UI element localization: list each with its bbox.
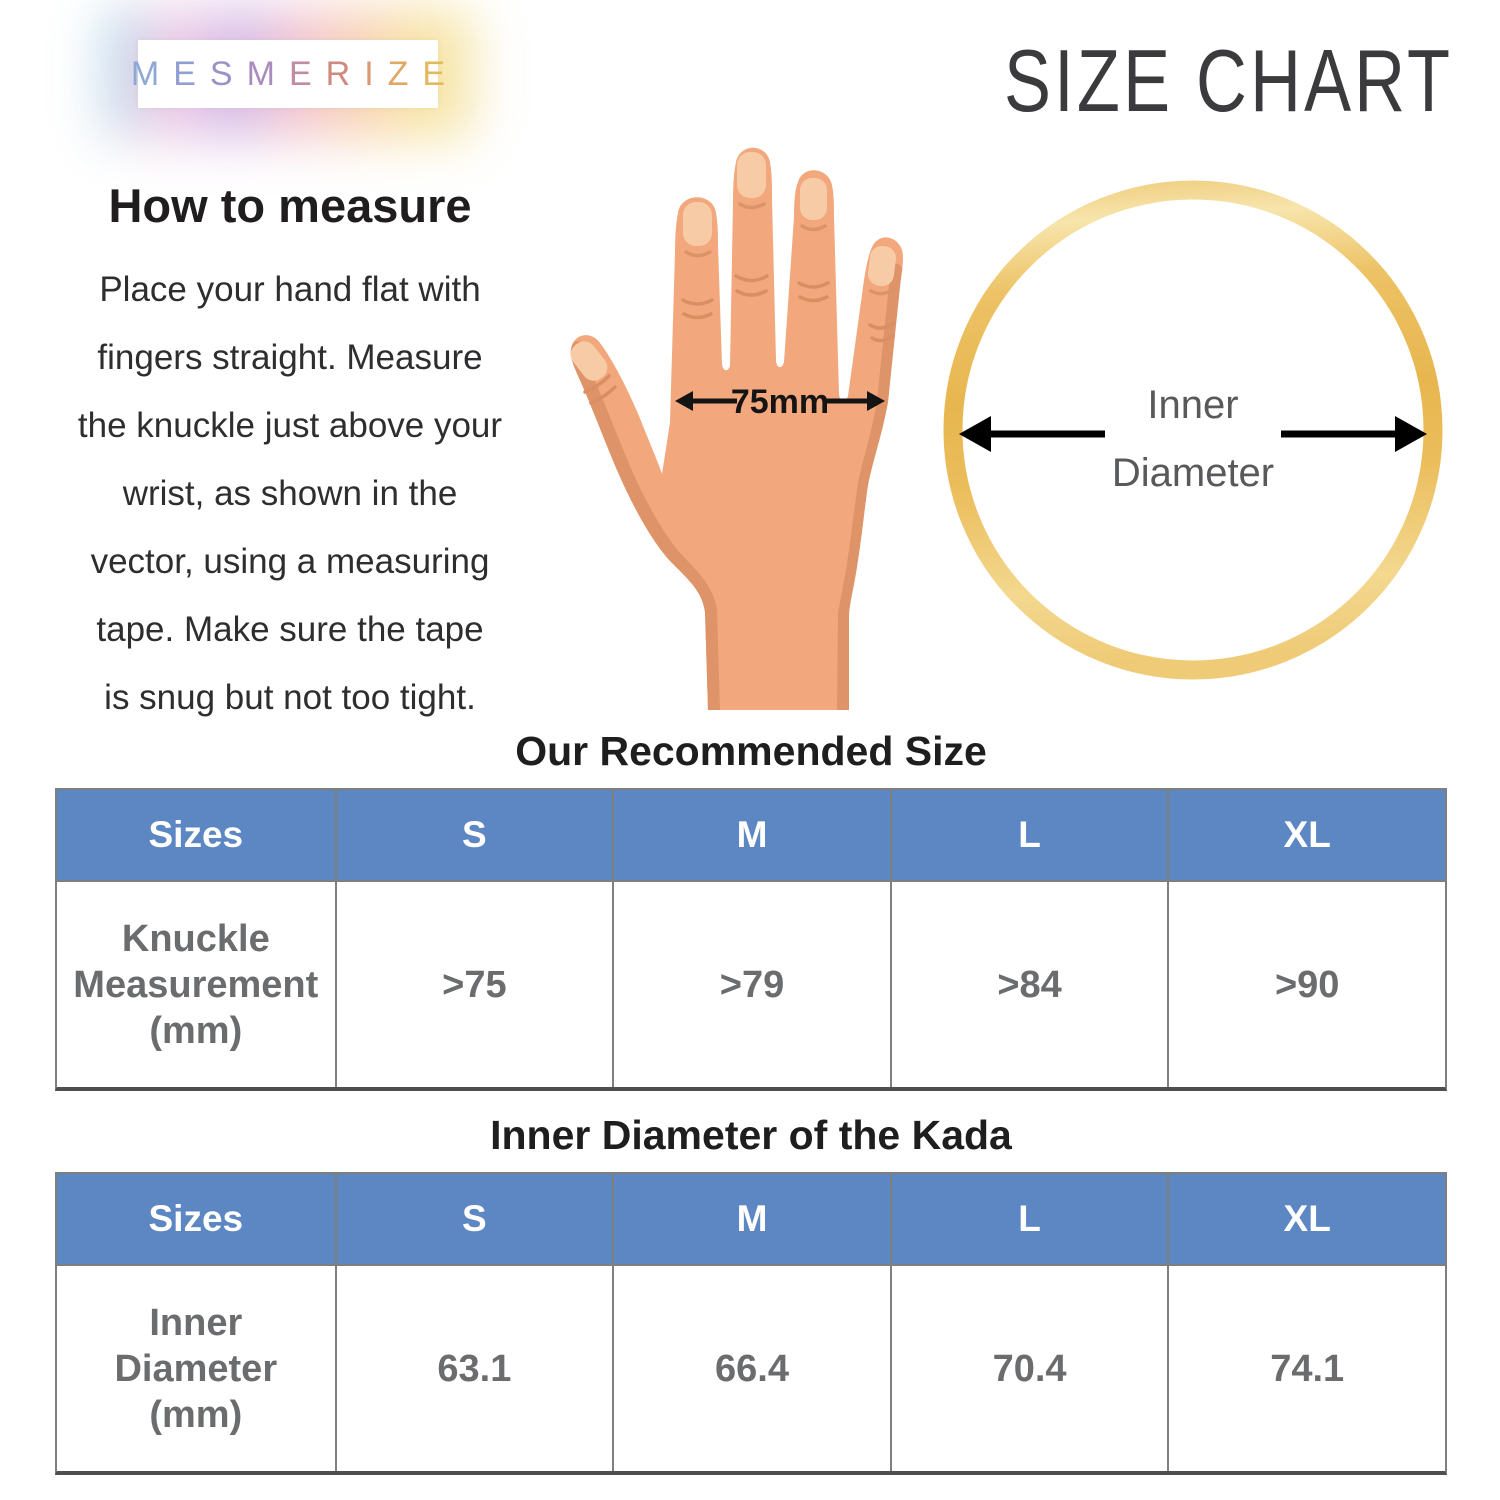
diameter-value-xl: 74.1 (1167, 1266, 1445, 1471)
fingernail (868, 245, 896, 287)
logo-letter: E (288, 55, 312, 93)
knuckle-value-m: >79 (612, 882, 890, 1087)
logo-letter: M (246, 55, 275, 93)
logo-letter: M (130, 55, 160, 93)
table-header-row: Sizes S M L XL (57, 790, 1445, 880)
instruction-line: wrist, as shown in the (122, 474, 458, 513)
bangle-illustration: Inner Diameter (943, 180, 1443, 680)
how-to-measure-text: Place your hand flat with fingers straig… (40, 256, 540, 732)
thumbnail (570, 341, 608, 381)
knuckle-value-l: >84 (889, 882, 1168, 1087)
table-body-row: Inner Diameter (mm) 63.1 66.4 70.4 74.1 (57, 1264, 1445, 1471)
fingernail (737, 152, 766, 198)
table-header-row: Sizes S M L XL (57, 1174, 1445, 1264)
hand-shape (570, 147, 903, 710)
diameter-value-l: 70.4 (889, 1266, 1168, 1471)
hand-shade-right (837, 263, 902, 710)
inner-diameter-arrow (959, 416, 1427, 452)
nail-creases (684, 202, 896, 296)
column-header-l: L (889, 790, 1168, 880)
column-header-s: S (334, 1174, 613, 1264)
column-header-xl: XL (1167, 1174, 1445, 1264)
row-label-inner-diameter: Inner Diameter (mm) (114, 1301, 278, 1436)
hand-shade-left (570, 341, 720, 710)
fingernail (683, 202, 712, 246)
knuckle-width-label: 75mm (731, 383, 829, 421)
instruction-line: is snug but not too tight. (104, 678, 476, 717)
page-title: SIZE CHART (1004, 31, 1454, 130)
instruction-line: tape. Make sure the tape (96, 610, 484, 649)
diameter-value-s: 63.1 (334, 1266, 613, 1471)
hand-illustration: 75mm (570, 147, 903, 710)
instruction-line: vector, using a measuring (90, 542, 490, 581)
row-label-knuckle-measurement: Knuckle Measurement (mm) (73, 917, 319, 1052)
inner-diameter-title: Inner Diameter of the Kada (490, 1112, 1012, 1158)
how-to-measure-heading: How to measure (108, 179, 472, 232)
knuckle-value-xl: >90 (1167, 882, 1445, 1087)
instruction-line: fingers straight. Measure (97, 338, 483, 377)
knuckle-width-arrow: 75mm (675, 383, 885, 421)
logo-letter: S (209, 55, 233, 93)
column-header-sizes: Sizes (57, 1174, 335, 1264)
brand-logo: M E S M E R I Z E (104, 10, 472, 138)
instruction-line: Place your hand flat with (99, 270, 481, 309)
inner-diameter-table: Sizes S M L XL Inner Diameter (mm) 63.1 … (55, 1172, 1447, 1475)
inner-diameter-label-line1: Inner (1147, 383, 1238, 427)
logo-letter: I (364, 55, 374, 93)
logo-letter: E (422, 55, 446, 93)
column-header-sizes: Sizes (57, 790, 335, 880)
recommended-size-table: Sizes S M L XL Knuckle Measurement (mm) … (55, 788, 1447, 1091)
gold-ring (943, 180, 1443, 680)
instruction-line: the knuckle just above your (77, 406, 503, 445)
table-body-row: Knuckle Measurement (mm) >75 >79 >84 >90 (57, 880, 1445, 1087)
diameter-value-m: 66.4 (612, 1266, 890, 1471)
logo-letter: R (325, 55, 351, 93)
column-header-m: M (612, 1174, 890, 1264)
column-header-s: S (334, 790, 613, 880)
logo-wordmark: M E S M E R I Z E (131, 40, 445, 108)
column-header-m: M (612, 790, 890, 880)
logo-letter: E (173, 55, 196, 93)
logo-letter: Z (387, 55, 409, 93)
column-header-xl: XL (1167, 790, 1445, 880)
column-header-l: L (889, 1174, 1168, 1264)
knuckle-creases (583, 274, 896, 405)
fingernail (800, 178, 827, 220)
knuckle-value-s: >75 (334, 882, 613, 1087)
recommended-size-title: Our Recommended Size (515, 728, 987, 774)
inner-diameter-label-line2: Diameter (1112, 451, 1274, 495)
